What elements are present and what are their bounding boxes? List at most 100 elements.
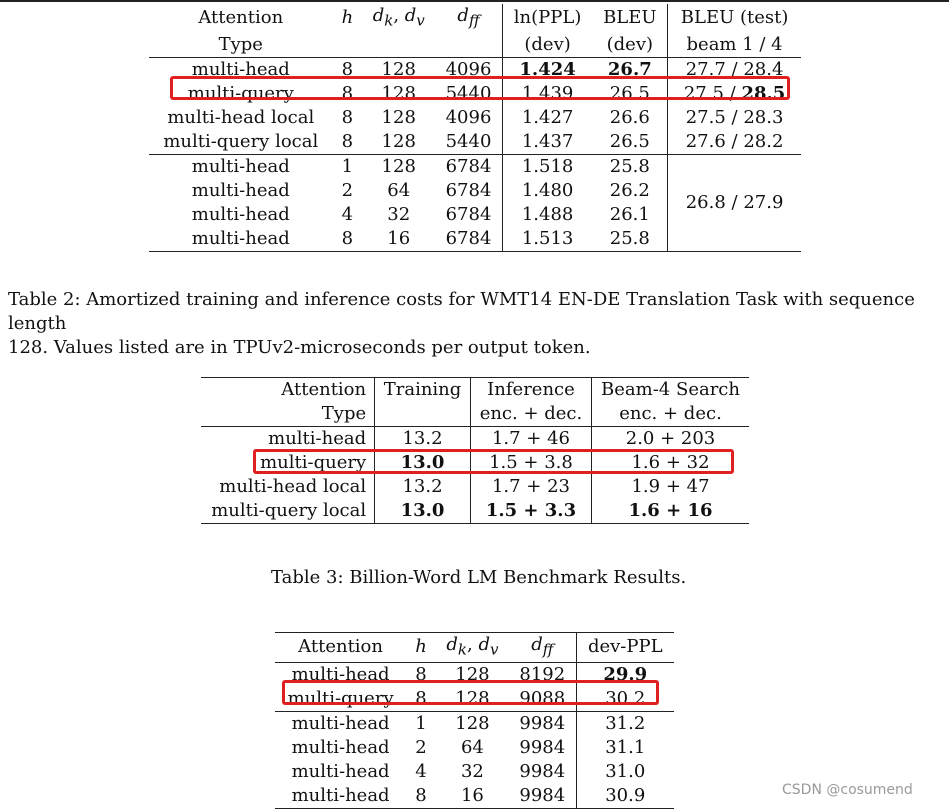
table-cell: 16 (435, 783, 510, 809)
table-cell: multi-head (201, 426, 376, 451)
table-cell: 4096 (435, 105, 503, 130)
top-rule (0, 0, 949, 2)
table-header-row: Attention h dk, dv dff dev-PPL (275, 632, 674, 663)
table-cell: 128 (362, 153, 436, 179)
table-header-row: Type (dev) (dev) beam 1 / 4 (149, 32, 801, 58)
header-cell: dff (435, 4, 503, 33)
table-cell: 8 (341, 106, 354, 128)
table-row: multi-query local 13.0 1.5 + 3.3 1.6 + 1… (201, 499, 749, 524)
table-row: multi-head 13.2 1.7 + 46 2.0 + 203 (201, 426, 749, 451)
table-cell: 9984 (509, 735, 577, 760)
header-cell: h (341, 7, 354, 29)
table-cell: 64 (387, 179, 411, 201)
table-1: Attention h dk, dv dff ln(PPL) BLEU BLEU… (149, 4, 801, 252)
table-cell: multi-head local (167, 106, 315, 128)
header-cell: dk, dv (435, 632, 510, 663)
table-cell: multi-head (149, 153, 333, 179)
table-cell: 1.427 (521, 106, 574, 128)
table-3: Attention h dk, dv dff dev-PPL multi-hea… (275, 632, 674, 809)
table-row: multi-head 8 16 9984 30.9 (275, 783, 674, 809)
table-cell: 8 (341, 82, 354, 104)
table-row: multi-head 4 32 9984 31.0 (275, 759, 674, 784)
header-cell: enc. + dec. (619, 403, 722, 424)
header-cell: Type (218, 33, 263, 55)
table-cell: multi-head (191, 203, 290, 225)
table-row: multi-head 8 16 6784 1.513 25.8 (149, 226, 801, 252)
table-cell: 1.5 + 3.3 (470, 499, 593, 524)
header-cell: Type (201, 402, 376, 427)
table-cell: 128 (381, 106, 416, 128)
table-cell: 1.7 + 46 (470, 426, 593, 451)
header-cell: Beam-4 Search (591, 377, 749, 402)
table-cell: 4 (415, 760, 427, 782)
table-cell: 1.7 + 23 (470, 475, 593, 499)
table-cell: 1.437 (521, 130, 574, 152)
header-cell: h (406, 632, 436, 663)
table-row: multi-head 2 64 6784 1.480 26.2 (149, 178, 801, 203)
table-cell: 128 (435, 710, 510, 736)
table-cell: 26.5 (592, 129, 669, 155)
table-cell: multi-head (191, 179, 290, 201)
table-cell: multi-head (291, 760, 390, 782)
table-row: multi-head local 8 128 4096 1.427 26.6 2… (149, 105, 801, 130)
table-row: multi-head 2 64 9984 31.1 (275, 735, 674, 760)
table-cell: 2 (341, 179, 354, 201)
table-cell: 6784 (435, 202, 503, 227)
header-cell: Attention (201, 377, 376, 402)
highlight-box (253, 449, 734, 474)
header-cell: Inference (470, 377, 593, 402)
caption-line: 128. Values listed are in TPUv2-microsec… (8, 337, 591, 358)
table-2-caption: Table 2: Amortized training and inferenc… (8, 288, 948, 360)
table-cell: 26.2 (592, 178, 669, 203)
highlight-box (282, 680, 659, 705)
header-cell: ln(PPL) (513, 7, 582, 29)
table-row: multi-query local 8 128 5440 1.437 26.5 … (149, 129, 801, 155)
table-cell: 9984 (509, 710, 577, 736)
table-cell: multi-head (149, 226, 333, 252)
caption-line: Table 2: Amortized training and inferenc… (8, 289, 915, 334)
table-cell: 6784 (435, 153, 503, 179)
table-cell: 64 (460, 736, 484, 758)
header-cell: Attention (275, 632, 407, 663)
table-cell: 25.8 (592, 226, 669, 252)
table-cell: 5440 (435, 129, 503, 155)
table-cell-merged: 26.8 / 27.9 (667, 153, 801, 252)
table-cell: multi-query local (201, 499, 376, 524)
header-cell: BLEU (test) (680, 7, 789, 29)
table-cell: multi-head (291, 736, 390, 758)
watermark: CSDN @cosumend (782, 782, 913, 798)
table-cell: 31.1 (605, 736, 646, 758)
table-cell: 31.0 (605, 760, 646, 782)
header-cell: (dev) (592, 32, 669, 58)
table-cell: multi-head local (201, 475, 376, 499)
header-cell: dev-PPL (576, 632, 674, 663)
table-cell: 25.8 (592, 153, 669, 179)
table-cell: 26.6 (592, 105, 669, 130)
table-cell: 128 (381, 130, 416, 152)
table-cell: 27.6 / 28.2 (685, 130, 784, 152)
table-cell: 16 (362, 226, 436, 252)
table-header-row: Attention h dk, dv dff ln(PPL) BLEU BLEU… (149, 4, 801, 33)
table-cell: 32 (460, 760, 484, 782)
table-cell: 13.0 (374, 499, 471, 524)
table-cell: 1.480 (521, 179, 574, 201)
header-cell: Attention (198, 7, 284, 29)
table-cell: 30.9 (576, 783, 674, 809)
table-cell: 1.9 + 47 (631, 476, 710, 497)
table-cell: 6784 (435, 178, 503, 203)
header-cell: enc. + dec. (470, 402, 593, 427)
header-cell: Training (374, 377, 471, 402)
header-cell: dk, dv (372, 5, 425, 30)
table-cell: 1.6 + 16 (591, 499, 749, 524)
table-cell: 8 (332, 226, 363, 252)
table-cell: 13.2 (374, 475, 471, 499)
table-cell: 2 (415, 736, 427, 758)
table-row: multi-head 1 128 6784 1.518 25.8 26.8 / … (149, 153, 801, 252)
table-cell: 8 (415, 687, 427, 709)
table-header-row: Attention Training Inference Beam-4 Sear… (201, 377, 749, 402)
header-cell: beam 1 / 4 (686, 33, 783, 55)
header-cell: (dev) (524, 33, 571, 55)
table-cell: 9984 (509, 759, 577, 784)
table-cell: multi-head (275, 710, 407, 736)
table-cell: multi-query local (163, 130, 319, 152)
